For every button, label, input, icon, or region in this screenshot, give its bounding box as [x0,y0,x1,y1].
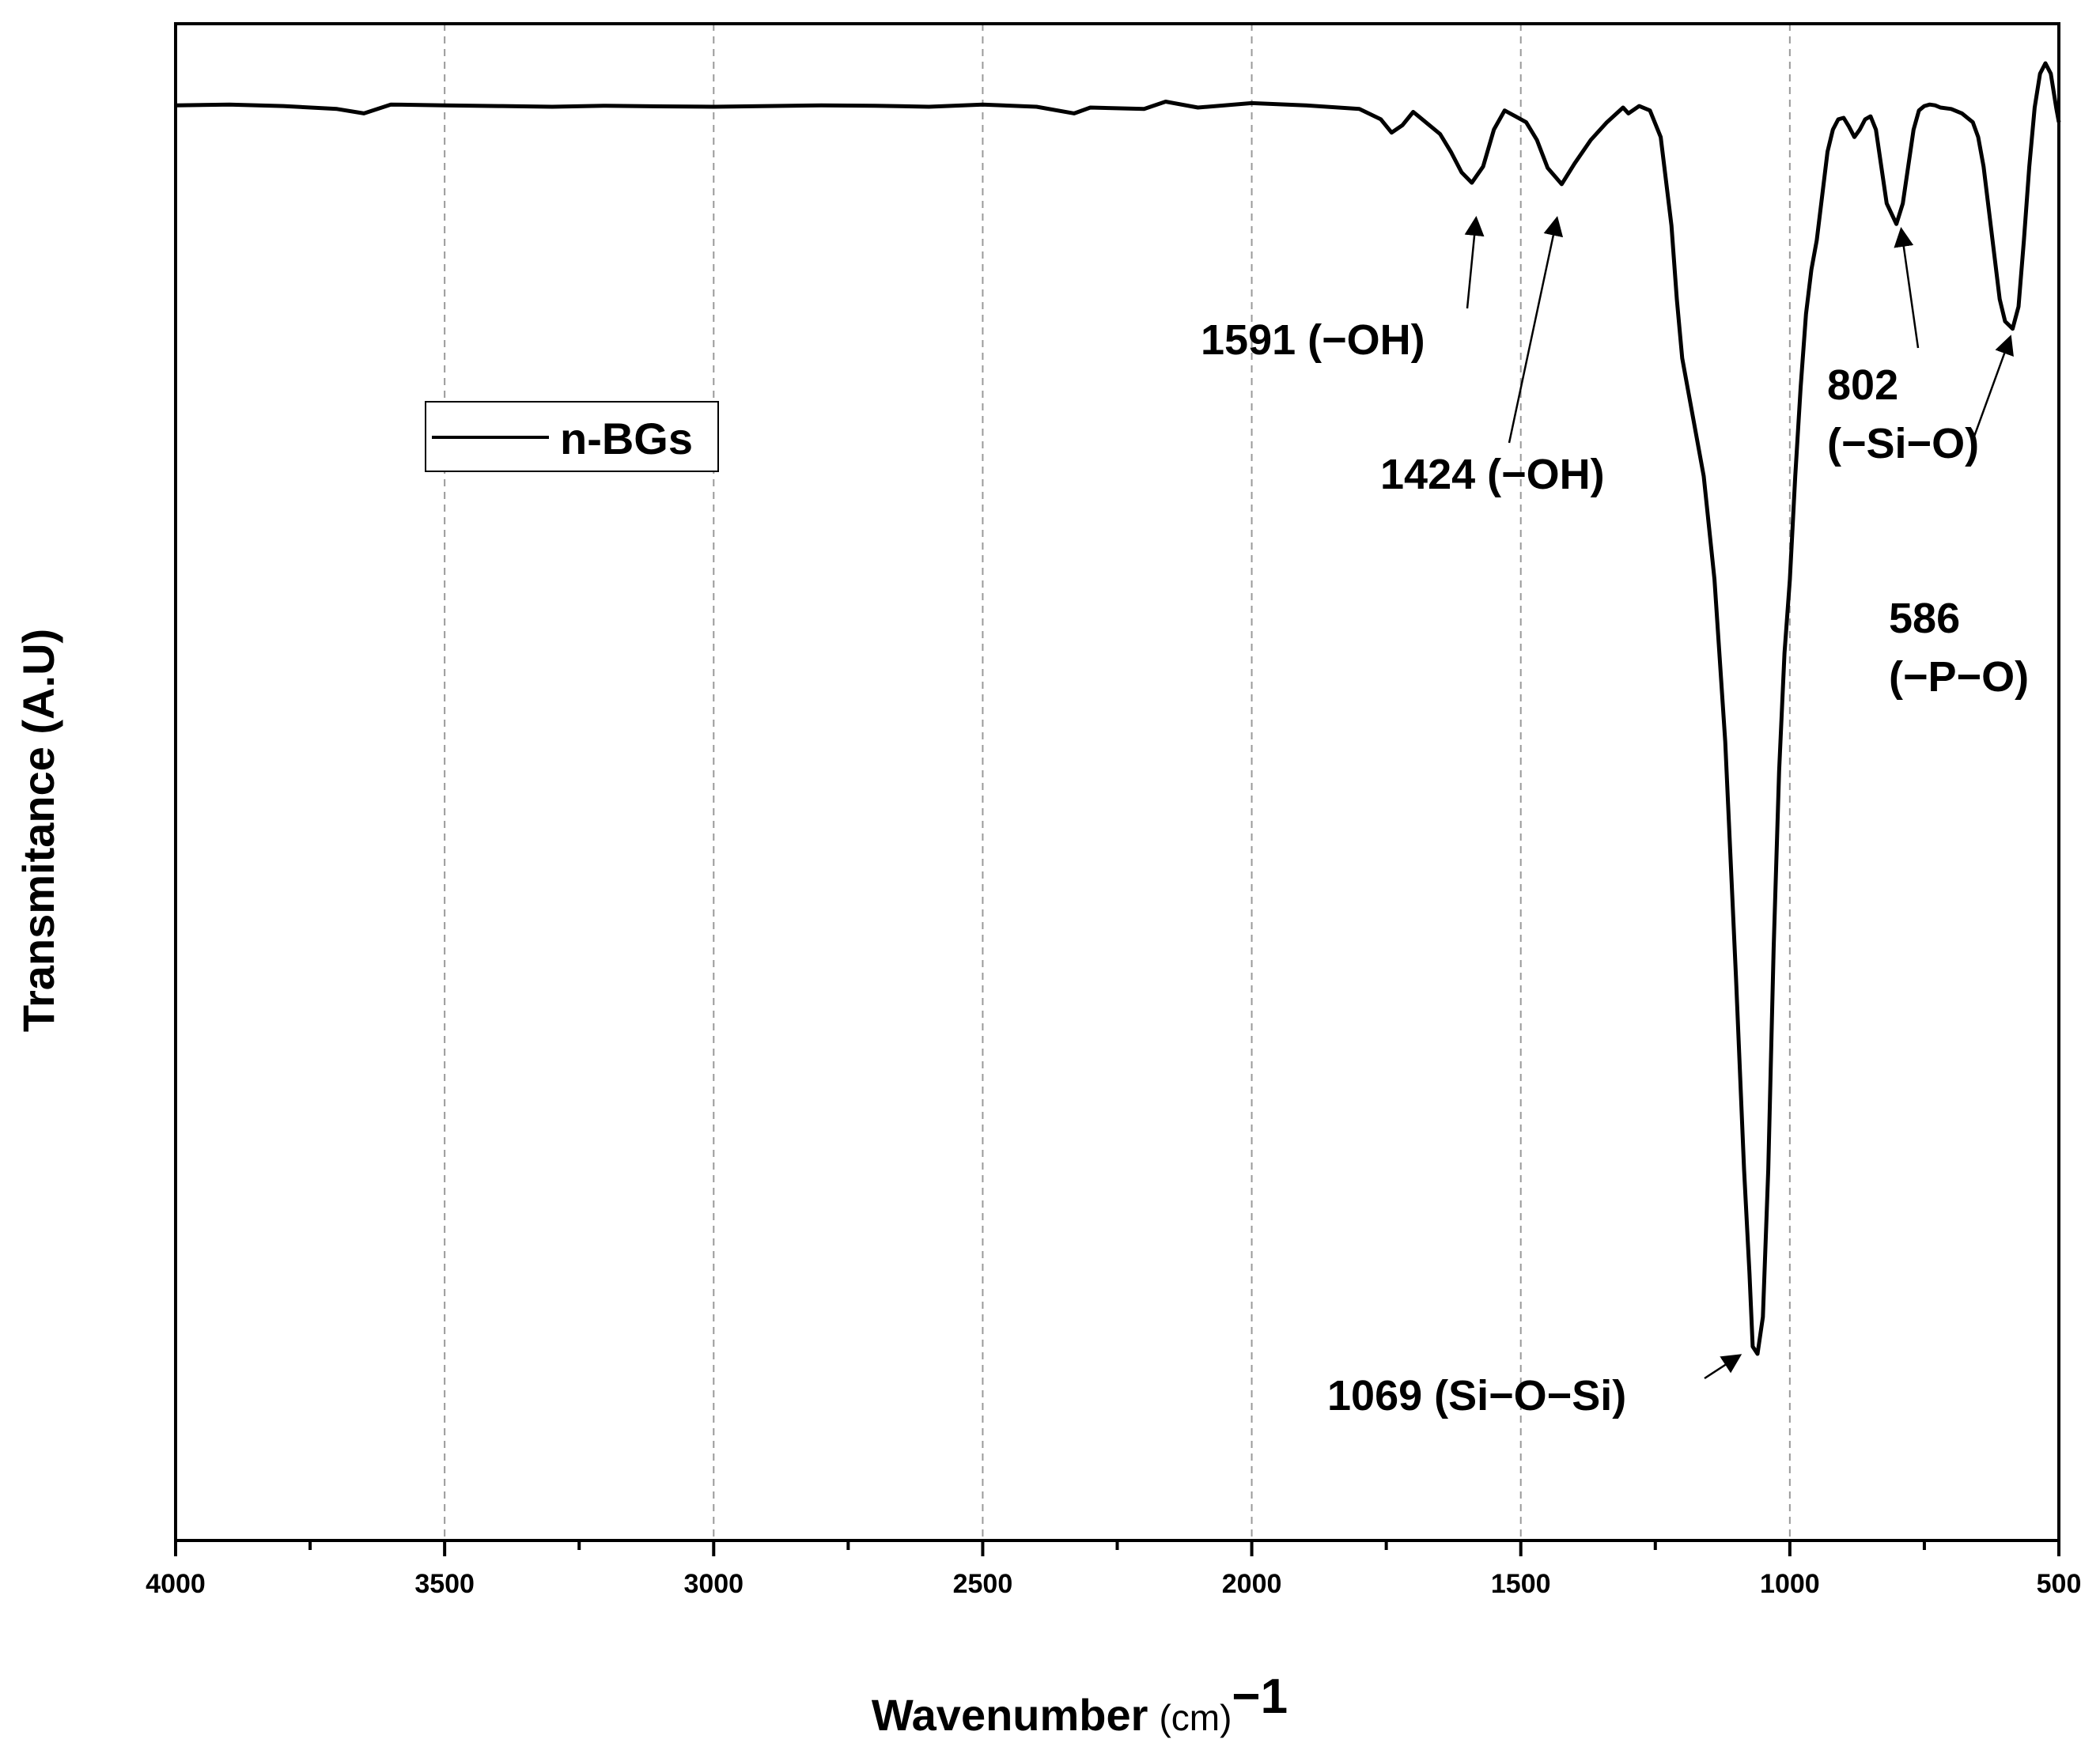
x-tick-label-3000: 3000 [683,1569,744,1599]
annotation-arrow-802 [1894,227,1920,349]
legend-label: n-BGs [560,414,693,463]
annotation-arrow-1424 [1508,216,1564,444]
x-tick-label-3500: 3500 [414,1569,475,1599]
plot-frame [174,22,2060,1542]
annotation-label-1591-0: 1591 (−OH) [1201,316,1425,364]
annotation-802: 802 (−Si−O) [1827,227,1979,467]
x-axis-unit: (cm) [1159,1697,1232,1738]
peak-annotations: 1591 (−OH) 1424 (−OH) 1069 (Si−O−Si) 802 (−S… [1201,216,2029,1419]
x-tick-label-1000: 1000 [1760,1569,1820,1599]
annotation-arrow-586 [1970,335,2014,444]
series-line-n-BGs [175,61,2061,1356]
y-axis-title: Transmitance (A.U) [13,629,63,1032]
annotation-1069: 1069 (Si−O−Si) [1327,1354,1742,1419]
annotation-586: 586 (−P−O) [1889,335,2029,701]
annotation-arrow-1069 [1704,1354,1742,1380]
grid-lines [444,24,1791,1540]
annotation-label-1424-0: 1424 (−OH) [1380,451,1605,498]
series-layer [175,61,2061,1356]
annotation-label-1069-0: 1069 (Si−O−Si) [1327,1372,1626,1419]
annotation-label-802-1: (−Si−O) [1827,420,1979,467]
x-tick-label-1500: 1500 [1491,1569,1551,1599]
legend: n-BGs [425,401,719,472]
x-axis-superscript: −1 [1232,1669,1288,1724]
x-axis-title: Wavenumber (cm)−1 [872,1669,1288,1740]
x-tick-label-4000: 4000 [146,1569,206,1599]
annotation-label-802-0: 802 [1827,361,1898,409]
x-tick-label-2500: 2500 [953,1569,1013,1599]
annotation-arrow-1591 [1464,216,1485,309]
annotation-label-586-1: (−P−O) [1889,653,2029,701]
x-axis-title-label: Wavenumber [872,1690,1148,1740]
x-tick-label-500: 500 [2037,1569,2082,1599]
annotation-label-586-0: 586 [1889,595,1960,642]
x-tick-label-2000: 2000 [1222,1569,1282,1599]
annotation-1591: 1591 (−OH) [1201,216,1485,364]
plot-border [174,22,2060,1542]
annotation-1424: 1424 (−OH) [1380,216,1605,498]
x-axis-ticks: 4000 3500 3000 2500 2000 1500 1000 500 [146,1540,2081,1599]
